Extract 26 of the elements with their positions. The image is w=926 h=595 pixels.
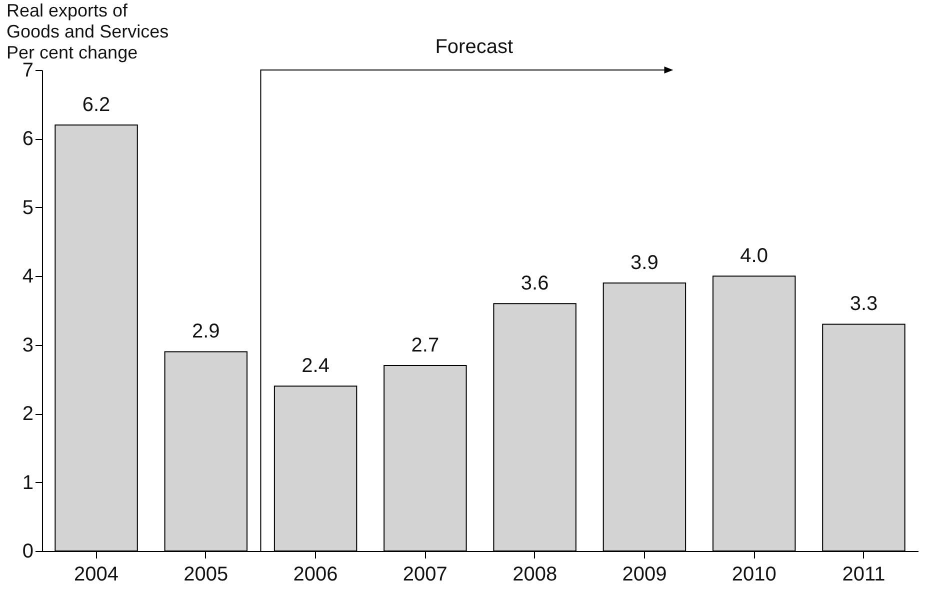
- x-tick-label: 2007: [402, 564, 448, 586]
- x-tick-label: 2011: [842, 564, 886, 586]
- y-tick-label: 3: [22, 334, 34, 356]
- y-axis-title: Real exports of Goods and Services Per cent change: [6, 0, 169, 62]
- x-tick-label: 2010: [732, 564, 776, 586]
- text: Forecast: [435, 36, 514, 59]
- data-label: 3.3: [850, 293, 878, 316]
- x-tick-label: 2009: [622, 564, 667, 586]
- y-tick-label: 6: [22, 128, 34, 150]
- data-label: 3.6: [520, 272, 549, 295]
- y-tick-label: 5: [22, 196, 34, 219]
- data-label: 4.0: [740, 245, 768, 268]
- data-label: 6.2: [82, 94, 110, 116]
- y-tick-label: 4: [22, 266, 34, 288]
- x-tick-label: 2008: [512, 564, 558, 586]
- data-label: 2.9: [192, 320, 220, 343]
- data-label: 3.9: [630, 252, 658, 274]
- data-label: 2.4: [302, 355, 330, 378]
- y-tick-label: 0: [22, 540, 34, 562]
- data-label: 2.7: [411, 334, 440, 356]
- x-tick-label: 2004: [74, 564, 119, 586]
- x-tick-label: 2006: [293, 564, 338, 586]
- y-tick-label: 2: [22, 403, 34, 426]
- y-tick-label: 1: [22, 472, 34, 494]
- y-tick-label: 7: [22, 60, 34, 82]
- x-tick-label: 2005: [184, 564, 228, 586]
